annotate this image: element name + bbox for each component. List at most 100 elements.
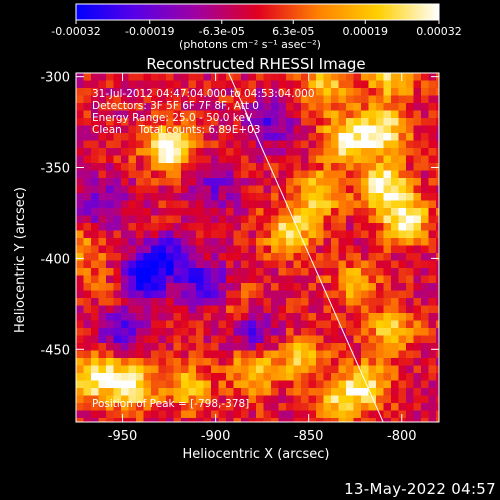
heatmap-cell [316,298,324,306]
heatmap-cell [248,260,257,269]
heatmap-cell [143,275,152,284]
heatmap-cell [428,320,437,329]
heatmap-cell [293,88,302,96]
heatmap-cell [353,88,362,96]
heatmap-cell [256,103,264,111]
heatmap-cell [376,73,384,81]
heatmap-cell [83,298,92,306]
heatmap-cell [308,110,317,119]
heatmap-cell [121,193,129,201]
heatmap-cell [196,365,204,374]
heatmap-cell [233,193,242,201]
heatmap-cell [241,380,249,389]
heatmap-cell [226,403,234,411]
heatmap-cell [406,215,414,224]
heatmap-cell [218,223,227,231]
heatmap-cell [293,313,302,321]
heatmap-cell [218,170,227,179]
heatmap-cell [406,380,414,389]
heatmap-cell [256,268,264,276]
heatmap-cell [278,328,287,336]
heatmap-cell [301,200,309,209]
heatmap-cell [406,298,414,306]
x-tick-label: -900 [201,429,231,444]
heatmap-cell [436,103,439,111]
heatmap-cell [83,403,92,411]
heatmap-cell [76,343,84,351]
heatmap-cell [173,215,182,224]
heatmap-cell [338,178,347,186]
heatmap-cell [91,395,99,404]
heatmap-cell [166,170,174,179]
heatmap-cell [91,268,99,276]
heatmap-cell [413,230,422,239]
heatmap-cell [406,140,414,149]
heatmap-cell [166,290,174,299]
heatmap-cell [241,335,249,344]
heatmap-cell [331,95,339,104]
heatmap-cell [158,155,167,164]
heatmap-cell [368,238,377,246]
heatmap-cell [421,283,429,291]
heatmap-cell [121,290,129,299]
heatmap-cell [218,403,227,411]
heatmap-cell [413,155,422,164]
heatmap-cell [308,185,317,194]
heatmap-cell [226,230,234,239]
heatmap-cell [346,193,354,201]
heatmap-cell [428,388,437,396]
heatmap-cell [391,298,399,306]
heatmap-cell [278,373,287,381]
heatmap-cell [391,335,399,344]
heatmap-cell [338,395,347,404]
heatmap-cell [203,328,212,336]
heatmap-cell [323,103,332,111]
heatmap-cell [151,118,159,126]
heatmap-cell [113,260,122,269]
heatmap-cell [203,223,212,231]
heatmap-cell [98,155,107,164]
heatmap-cell [436,253,439,261]
heatmap-cell [151,148,159,156]
heatmap-cell [256,283,264,291]
heatmap-cell [113,178,122,186]
heatmap-cell [316,238,324,246]
heatmap-cell [383,208,392,216]
heatmap-cell [338,170,347,179]
heatmap-cell [203,208,212,216]
heatmap-cell [286,305,294,314]
heatmap-cell [256,215,264,224]
heatmap-cell [286,223,294,231]
heatmap-cell [226,170,234,179]
heatmap-cell [383,133,392,141]
heatmap-cell [218,178,227,186]
heatmap-cell [188,350,197,359]
heatmap-cell [263,118,272,126]
heatmap-cell [76,418,84,422]
heatmap-cell [398,230,407,239]
heatmap-cell [136,200,144,209]
heatmap-cell [368,410,377,419]
heatmap-cell [391,155,399,164]
heatmap-cell [188,290,197,299]
heatmap-cell [181,275,189,284]
heatmap-cell [241,110,249,119]
heatmap-cell [368,358,377,366]
heatmap-cell [391,200,399,209]
heatmap-cell [308,403,317,411]
heatmap-cell [151,170,159,179]
heatmap-cell [278,403,287,411]
heatmap-cell [181,133,189,141]
heatmap-cell [143,418,152,422]
heatmap-cell [346,388,354,396]
heatmap-cell [271,298,279,306]
heatmap-cell [188,380,197,389]
heatmap-cell [293,403,302,411]
heatmap-cell [143,163,152,171]
heatmap-cell [151,253,159,261]
heatmap-cell [383,305,392,314]
heatmap-cell [278,140,287,149]
heatmap-cell [203,320,212,329]
heatmap-cell [376,290,384,299]
heatmap-cell [346,110,354,119]
